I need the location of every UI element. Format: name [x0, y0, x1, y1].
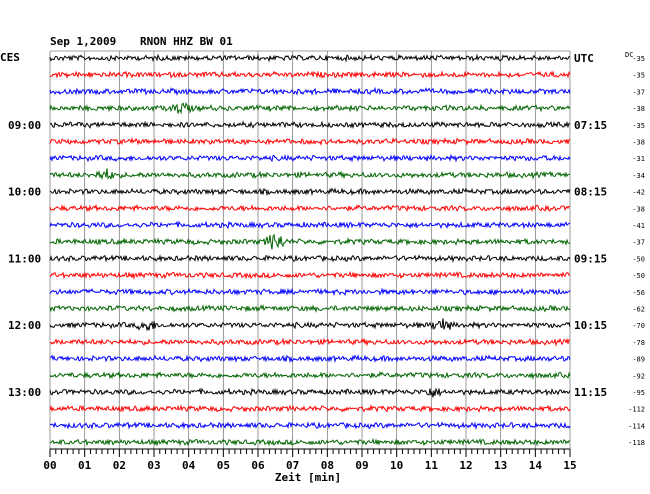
- trace-row-6: [49, 153, 571, 163]
- dc-offset-label: -41: [632, 222, 645, 230]
- chart-title-station: RNON HHZ BW 01: [140, 35, 233, 48]
- trace-row-17: [49, 337, 571, 347]
- trace-row-20: [49, 387, 571, 398]
- x-tick-label: 10: [390, 459, 403, 472]
- x-tick-label: 04: [182, 459, 196, 472]
- dc-offset-label: -38: [632, 139, 645, 147]
- left-time-label: 13:00: [8, 386, 41, 399]
- trace-row-15: [49, 303, 571, 314]
- trace-row-16: [49, 318, 571, 332]
- dc-offset-label: -37: [632, 239, 645, 247]
- x-tick-label: 05: [217, 459, 230, 472]
- dc-offset-label: -50: [632, 272, 645, 280]
- x-tick-label: 13: [494, 459, 507, 472]
- dc-offset-label: -112: [628, 406, 645, 414]
- dc-offset-label: -35: [632, 122, 645, 130]
- trace-row-8: [49, 187, 571, 197]
- x-tick-label: 03: [147, 459, 160, 472]
- dc-offset-label: -114: [628, 422, 645, 430]
- trace-row-9: [49, 203, 571, 213]
- dc-label: DC: [625, 51, 633, 59]
- right-time-label: 11:15: [574, 386, 607, 399]
- x-tick-label: 15: [563, 459, 576, 472]
- dc-offset-label: -95: [632, 389, 645, 397]
- x-tick-label: 00: [43, 459, 56, 472]
- x-tick-label: 12: [459, 459, 472, 472]
- x-axis: 00 01 02 03 04 05 06 07 08 09 10 11 12 13 14 15: [43, 448, 577, 472]
- dc-offset-label: -62: [632, 306, 645, 314]
- left-time-label: 10:00: [8, 186, 41, 199]
- x-tick-label: 06: [251, 459, 265, 472]
- label-group: 09:00 10:00 11:00 12:00 13:00 UTC 07:15 08:15 09…: [8, 52, 645, 447]
- trace-row-2: [49, 86, 571, 96]
- trace-row-4: [49, 120, 571, 130]
- trace-row-11: [49, 233, 571, 250]
- trace-row-5: [49, 136, 571, 146]
- trace-row-10: [49, 220, 571, 230]
- left-time-label: 11:00: [8, 252, 41, 265]
- dc-offset-label: -35: [632, 72, 645, 80]
- dc-offset-label: -89: [632, 356, 645, 364]
- x-tick-label: 09: [355, 459, 368, 472]
- left-time-label: 12:00: [8, 319, 41, 332]
- dc-offset-label: -70: [632, 322, 645, 330]
- trace-row-3: [49, 102, 571, 115]
- dc-offset-label: -42: [632, 189, 645, 197]
- trace-row-21: [49, 403, 571, 414]
- x-tick-label: 11: [425, 459, 439, 472]
- right-time-label: 10:15: [574, 319, 607, 332]
- dc-offset-label: -56: [632, 289, 645, 297]
- dc-offset-label: -92: [632, 372, 645, 380]
- dc-offset-label: -35: [632, 55, 645, 63]
- dc-offset-label: -34: [632, 172, 645, 180]
- trace-row-13: [49, 270, 571, 280]
- grid-lines: [49, 50, 571, 450]
- trace-row-12: [49, 254, 571, 263]
- trace-row-1: [49, 70, 571, 80]
- dc-offset-label: -31: [632, 155, 645, 163]
- right-time-label: UTC: [574, 52, 594, 65]
- x-tick-label: 07: [286, 459, 299, 472]
- trace-row-18: [49, 354, 571, 364]
- dc-offset-label: -118: [628, 439, 645, 447]
- trace-row-23: [49, 437, 571, 447]
- trace-row-7: [49, 168, 570, 181]
- left-zone-label: CES: [0, 51, 20, 64]
- right-time-label: 09:15: [574, 252, 607, 265]
- x-tick-label: 14: [529, 459, 543, 472]
- dc-offset-label: -37: [632, 88, 645, 96]
- x-tick-label: 01: [78, 459, 92, 472]
- left-time-label: 09:00: [8, 119, 41, 132]
- x-tick-label: 02: [113, 459, 126, 472]
- trace-group: [49, 53, 571, 447]
- chart-title-date: Sep 1,2009: [50, 35, 116, 48]
- trace-row-14: [49, 287, 571, 297]
- trace-row-0: [49, 53, 571, 63]
- right-time-label: 07:15: [574, 119, 607, 132]
- dc-offset-label: -38: [632, 205, 645, 213]
- x-axis-label: Zeit [min]: [275, 471, 341, 484]
- trace-row-22: [49, 421, 571, 430]
- trace-row-19: [49, 370, 571, 380]
- dc-offset-label: -38: [632, 105, 645, 113]
- right-time-label: 08:15: [574, 186, 607, 199]
- dc-offset-label: -50: [632, 255, 645, 263]
- x-tick-label: 08: [321, 459, 334, 472]
- dc-offset-label: -78: [632, 339, 645, 347]
